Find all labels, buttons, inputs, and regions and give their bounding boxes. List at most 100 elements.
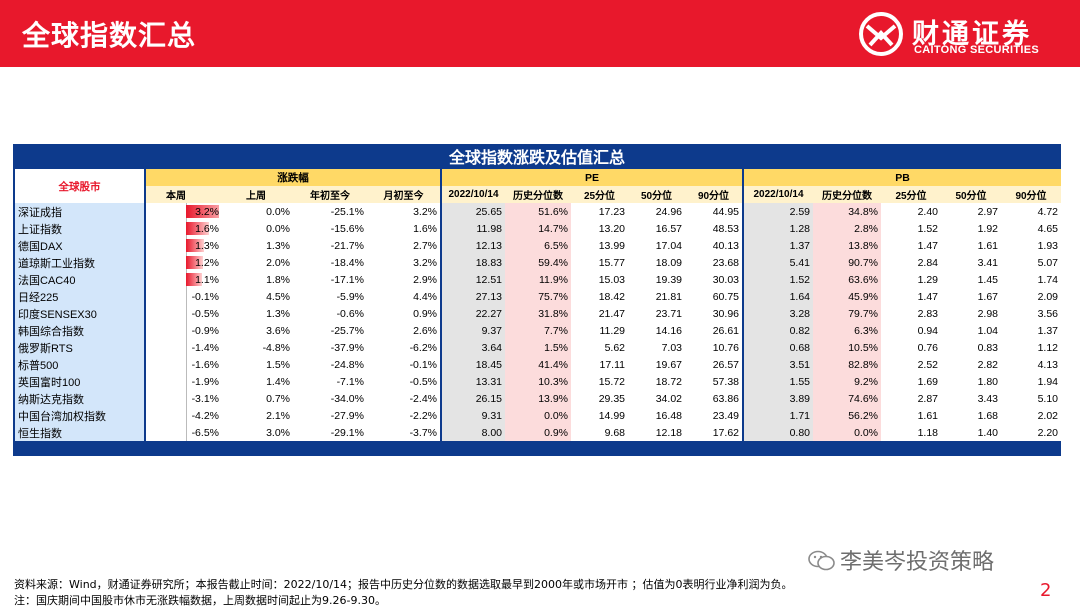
cell-pe-percentile: 0.9% xyxy=(505,424,571,441)
cell-pe-percentile: 7.7% xyxy=(505,322,571,339)
week-change-value: -1.9% xyxy=(191,375,219,388)
table-row: 纳斯达克指数 -3.1% 0.7% -34.0% -2.4% 26.15 13.9% 29.3… xyxy=(15,390,1061,407)
cell-pe-current: 8.00 xyxy=(441,424,505,441)
index-summary-table: 全球股市 涨跌幅 PE PB 本周 上周 年初至今 月初至今 2022/10/1… xyxy=(15,169,1061,441)
bar-axis xyxy=(186,322,187,339)
corner-header: 全球股市 xyxy=(15,169,146,203)
cell-ytd-change: -17.1% xyxy=(330,273,364,286)
cell-pb-p50: 1.04 xyxy=(977,324,998,337)
table-row: 俄罗斯RTS -1.4% -4.8% -37.9% -6.2% 3.64 1.5% 5.62 7… xyxy=(15,339,1061,356)
cell-last-week-change: 1.3% xyxy=(266,239,290,252)
cell-pb-p90: 1.74 xyxy=(1037,273,1058,286)
cell-ytd-change: -7.1% xyxy=(336,375,364,388)
week-change-bar xyxy=(186,239,205,252)
table-row: 韩国综合指数 -0.9% 3.6% -25.7% 2.6% 9.37 7.7% 11.29 14… xyxy=(15,322,1061,339)
cell-pe-p50: 34.02 xyxy=(655,392,682,405)
wechat-watermark: 李美岑投资策略 xyxy=(808,544,994,576)
cell-pb-percentile: 34.8% xyxy=(813,203,881,220)
col-header-mtd: 月初至今 xyxy=(367,186,442,203)
cell-pb-current: 1.37 xyxy=(743,237,813,254)
col-header-pb-percentile: 历史分位数 xyxy=(813,186,881,203)
col-header-pe-date: 2022/10/14 xyxy=(441,186,505,203)
group-header-change: 涨跌幅 xyxy=(145,169,442,186)
cell-last-week-change: 1.5% xyxy=(266,358,290,371)
cell-pe-percentile: 0.0% xyxy=(505,407,571,424)
week-change-value: -0.5% xyxy=(191,307,219,320)
sub-header-row: 本周 上周 年初至今 月初至今 2022/10/14 历史分位数 25分位 50… xyxy=(15,186,1061,203)
cell-pb-p25: 1.47 xyxy=(917,290,938,303)
cell-pe-current: 26.15 xyxy=(441,390,505,407)
cell-last-week-change: 4.5% xyxy=(266,290,290,303)
cell-pe-p50: 19.67 xyxy=(655,358,682,371)
cell-pb-p90: 1.12 xyxy=(1037,341,1058,354)
cell-pe-p90: 48.53 xyxy=(685,220,744,237)
cell-last-week-change: 2.0% xyxy=(266,256,290,269)
cell-pb-p50: 1.80 xyxy=(977,375,998,388)
cell-pb-current: 1.64 xyxy=(743,288,813,305)
cell-mtd-change: 2.9% xyxy=(367,271,442,288)
cell-week-change: -6.5% xyxy=(145,424,219,441)
week-change-value: 1.2% xyxy=(195,256,219,269)
cell-mtd-change: -6.2% xyxy=(367,339,442,356)
cell-pb-p25: 2.87 xyxy=(917,392,938,405)
cell-pe-p50: 21.81 xyxy=(655,290,682,303)
table-row: 法国CAC40 1.1% 1.8% -17.1% 2.9% 12.51 11.9% 15.03… xyxy=(15,271,1061,288)
group-header-row: 全球股市 涨跌幅 PE PB xyxy=(15,169,1061,203)
table-row: 道琼斯工业指数 1.2% 2.0% -18.4% 3.2% 18.83 59.4% 15.77… xyxy=(15,254,1061,271)
cell-pb-p25: 0.94 xyxy=(917,324,938,337)
cell-pb-p90: 2.20 xyxy=(1037,426,1058,439)
cell-pe-current: 11.98 xyxy=(441,220,505,237)
cell-pb-percentile: 13.8% xyxy=(813,237,881,254)
week-change-value: -0.1% xyxy=(191,290,219,303)
cell-last-week-change: 3.0% xyxy=(266,426,290,439)
cell-pe-p50: 14.16 xyxy=(655,324,682,337)
cell-pb-p50: 0.83 xyxy=(977,341,998,354)
col-header-pb-p50: 50分位 xyxy=(941,186,1001,203)
table-row: 中国台湾加权指数 -4.2% 2.1% -27.9% -2.2% 9.31 0.0% 14.9… xyxy=(15,407,1061,424)
cell-pb-current: 1.55 xyxy=(743,373,813,390)
cell-pe-p90: 60.75 xyxy=(685,288,744,305)
cell-pb-p50: 1.92 xyxy=(977,222,998,235)
cell-pe-p25: 14.99 xyxy=(598,409,625,422)
cell-pe-p25: 29.35 xyxy=(598,392,625,405)
week-change-bar xyxy=(186,273,202,286)
cell-pb-p25: 1.29 xyxy=(917,273,938,286)
index-name: 恒生指数 xyxy=(15,424,146,441)
cell-pe-percentile: 59.4% xyxy=(505,254,571,271)
cell-pe-p25: 11.29 xyxy=(599,324,626,337)
week-change-bar xyxy=(186,256,204,269)
week-change-value: -0.9% xyxy=(191,324,219,337)
cell-pe-p25: 17.23 xyxy=(598,205,625,218)
cell-last-week-change: -4.8% xyxy=(262,341,290,354)
cell-last-week-change: 1.3% xyxy=(266,307,290,320)
cell-last-week-change: 0.0% xyxy=(266,205,290,218)
cell-pe-p25: 17.11 xyxy=(599,358,626,371)
cell-ytd-change: -37.9% xyxy=(330,341,364,354)
cell-pe-current: 12.51 xyxy=(441,271,505,288)
cell-mtd-change: 2.6% xyxy=(367,322,442,339)
week-change-value: -3.1% xyxy=(191,392,219,405)
cell-pe-current: 3.64 xyxy=(441,339,505,356)
cell-last-week-change: 0.7% xyxy=(266,392,290,405)
cell-pe-p50: 7.03 xyxy=(661,341,682,354)
page-title: 全球指数汇总 xyxy=(22,19,197,52)
cell-pb-percentile: 82.8% xyxy=(813,356,881,373)
cell-mtd-change: 3.2% xyxy=(367,254,442,271)
cell-pb-current: 0.82 xyxy=(743,322,813,339)
week-change-value: 3.2% xyxy=(195,205,219,218)
wechat-account-name: 李美岑投资策略 xyxy=(840,550,995,575)
cell-pb-p25: 2.40 xyxy=(917,205,938,218)
cell-pe-p90: 40.13 xyxy=(685,237,744,254)
cell-pb-percentile: 90.7% xyxy=(813,254,881,271)
week-change-value: 1.3% xyxy=(195,239,219,252)
cell-pb-percentile: 56.2% xyxy=(813,407,881,424)
cell-pe-p25: 13.99 xyxy=(598,239,625,252)
cell-pb-p50: 1.67 xyxy=(977,290,998,303)
cell-pe-percentile: 1.5% xyxy=(505,339,571,356)
index-name: 标普500 xyxy=(15,356,146,373)
col-header-pe-p90: 90分位 xyxy=(685,186,744,203)
cell-pb-current: 3.51 xyxy=(743,356,813,373)
cell-pb-current: 3.89 xyxy=(743,390,813,407)
bar-axis xyxy=(186,305,187,322)
cell-pe-percentile: 14.7% xyxy=(505,220,571,237)
